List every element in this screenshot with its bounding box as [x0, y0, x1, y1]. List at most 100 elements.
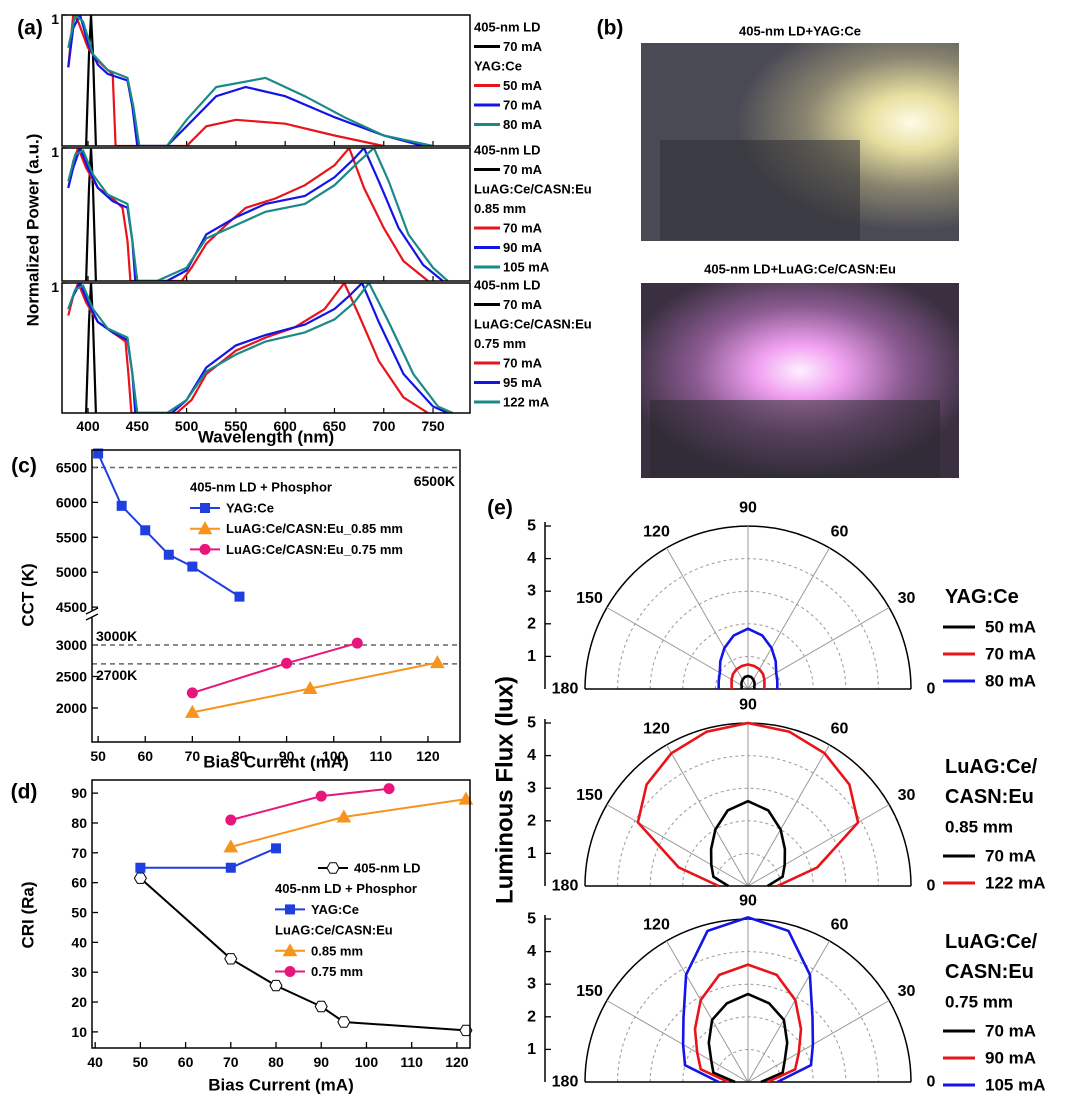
- theta-label: 60: [831, 524, 849, 541]
- legend-marker: [285, 904, 295, 915]
- polar-line: [717, 627, 779, 689]
- spoke: [666, 940, 749, 1083]
- legend-label: 50 mA: [503, 78, 543, 93]
- y-tick-label: 1: [51, 11, 59, 27]
- data-point: [223, 839, 239, 853]
- spectrum-line: [67, 15, 384, 146]
- y-tick-label: 2500: [56, 668, 87, 684]
- data-point: [225, 814, 237, 826]
- spectrum-line: [67, 15, 434, 146]
- spectrum-line: [67, 148, 429, 281]
- spectrum-line: [67, 148, 449, 281]
- theta-label: 120: [643, 917, 670, 934]
- data-point: [271, 843, 282, 854]
- spoke: [747, 744, 830, 887]
- x-tick-label: 90: [313, 1054, 329, 1070]
- y-tick-label: 1: [51, 144, 59, 160]
- polar-line: [709, 799, 787, 888]
- x-tick-label: 70: [223, 1054, 239, 1070]
- legend-header: LuAG:Ce/CASN:Eu: [275, 923, 393, 938]
- x-tick-label: 750: [421, 418, 445, 434]
- theta-label: 150: [576, 983, 603, 1000]
- x-tick-label: 110: [370, 748, 393, 764]
- spectrum-line: [67, 283, 449, 413]
- legend-title: YAG:Ce: [945, 586, 1019, 608]
- data-point: [225, 862, 236, 873]
- spectrum-line: [85, 15, 97, 146]
- data-point: [337, 1016, 351, 1028]
- y-axis-label: Normalized Power (a.u.): [24, 134, 43, 327]
- x-tick-label: 110: [400, 1054, 423, 1070]
- x-tick-label: 500: [175, 418, 199, 434]
- y-tick-label: 5000: [56, 564, 87, 580]
- panel-label: (e): [487, 497, 513, 520]
- plot-frame: [91, 779, 471, 1049]
- reference-label: 2700K: [96, 667, 137, 683]
- data-point: [314, 1000, 328, 1013]
- legend-label: 70 mA: [503, 221, 543, 236]
- panel-label: (d): [11, 781, 38, 804]
- x-tick-label: 100: [355, 1054, 379, 1070]
- plot-frame: [61, 147, 471, 282]
- legend-title: LuAG:Ce/CASN:Eu: [474, 182, 592, 197]
- data-point: [383, 783, 395, 795]
- panel-label: (b): [597, 17, 624, 40]
- legend-marker: [282, 943, 298, 957]
- legend-marker: [197, 521, 213, 535]
- data-point: [93, 448, 104, 459]
- grid-circle: [649, 787, 847, 887]
- data-point: [351, 637, 363, 649]
- spectrum-line: [67, 15, 424, 146]
- r-tick-label: 3: [527, 976, 536, 993]
- legend-title: 405-nm LD: [474, 20, 540, 35]
- legend-label: 90 mA: [985, 1049, 1036, 1068]
- y-tick-label: 60: [71, 875, 87, 891]
- y-tick-label: 5500: [56, 529, 87, 545]
- series-line: [230, 787, 390, 821]
- theta-label: 60: [831, 721, 849, 738]
- x-tick-label: 50: [133, 1054, 149, 1070]
- r-tick-label: 5: [527, 911, 536, 928]
- r-tick-label: 5: [527, 715, 536, 732]
- data-point: [185, 704, 200, 718]
- polar-line: [707, 992, 789, 1084]
- legend-label: 50 mA: [985, 618, 1036, 637]
- legend-title: 405-nm LD: [474, 278, 540, 293]
- legend-title: CASN:Eu: [945, 961, 1034, 983]
- plot-frame: [61, 282, 471, 414]
- legend-label: 80 mA: [985, 672, 1036, 691]
- x-tick-label: 650: [323, 418, 347, 434]
- legend-title: LuAG:Ce/: [945, 931, 1038, 953]
- legend-label: 90 mA: [503, 240, 543, 255]
- legend-label: 70 mA: [503, 297, 543, 312]
- data-point: [336, 809, 352, 823]
- legend-label: 122 mA: [985, 874, 1045, 893]
- polar-line: [730, 663, 766, 690]
- x-axis-label: Wavelength (nm): [198, 428, 334, 447]
- y-tick-label: 2000: [56, 700, 87, 716]
- legend-label: 0.85 mm: [311, 943, 363, 958]
- y-tick-label: 90: [71, 785, 87, 801]
- y-tick-label: 3000: [56, 637, 87, 653]
- r-tick-label: 4: [527, 550, 536, 567]
- y-axis-label: Luminous Flux (lux): [492, 676, 519, 904]
- series-line: [139, 877, 466, 1032]
- y-tick-label: 6000: [56, 494, 87, 510]
- theta-label: 30: [898, 787, 916, 804]
- x-tick-label: 100: [322, 748, 346, 764]
- legend-title: YAG:Ce: [474, 59, 522, 74]
- y-axis-label: CCT (K): [19, 563, 38, 626]
- data-point: [269, 979, 283, 992]
- x-tick-label: 550: [224, 418, 248, 434]
- photo-caption: 405-nm LD+YAG:Ce: [739, 24, 861, 39]
- data-point: [186, 687, 198, 699]
- spoke: [606, 804, 749, 887]
- x-tick-label: 80: [232, 748, 248, 764]
- spoke: [747, 547, 830, 690]
- y-tick-label: 4500: [56, 599, 87, 615]
- spoke: [747, 1000, 890, 1083]
- data-point: [430, 655, 445, 669]
- y-tick-label: 40: [71, 934, 87, 950]
- polar-line: [681, 916, 815, 1084]
- data-point: [187, 561, 198, 572]
